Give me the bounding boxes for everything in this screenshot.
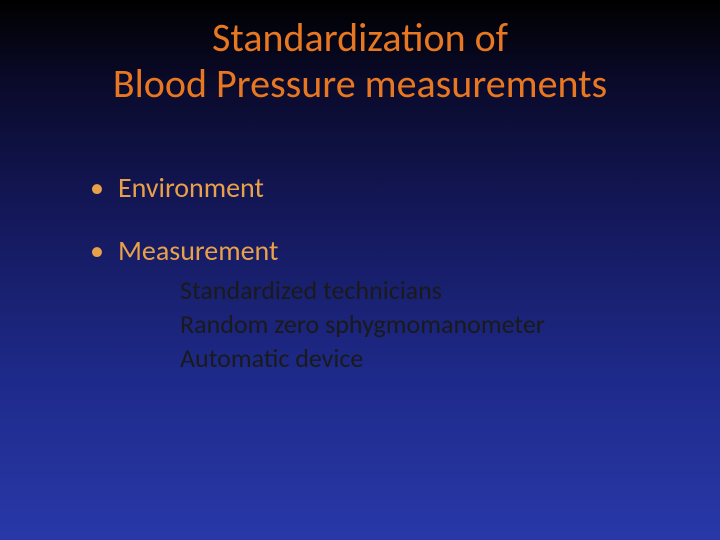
- bullet-icon: •: [90, 237, 104, 265]
- sub-item: Standardized technicians: [180, 274, 660, 308]
- bullet-label: Environment: [118, 170, 264, 205]
- bullet-label: Measurement: [118, 233, 278, 268]
- bullet-icon: •: [90, 174, 104, 202]
- sub-item: Automatic device: [180, 342, 660, 376]
- sub-list: Standardized technicians Random zero sph…: [180, 274, 660, 375]
- sub-item: Random zero sphygmomanometer: [180, 308, 660, 342]
- bullet-item: • Measurement: [90, 233, 660, 268]
- title-line-1: Standardization of: [212, 13, 508, 62]
- slide-body: • Environment • Measurement Standardized…: [90, 170, 660, 375]
- slide-title: Standardization of Blood Pressure measur…: [0, 15, 720, 107]
- bullet-item: • Environment: [90, 170, 660, 205]
- slide-container: Standardization of Blood Pressure measur…: [0, 0, 720, 540]
- title-line-2: Blood Pressure measurements: [113, 59, 607, 108]
